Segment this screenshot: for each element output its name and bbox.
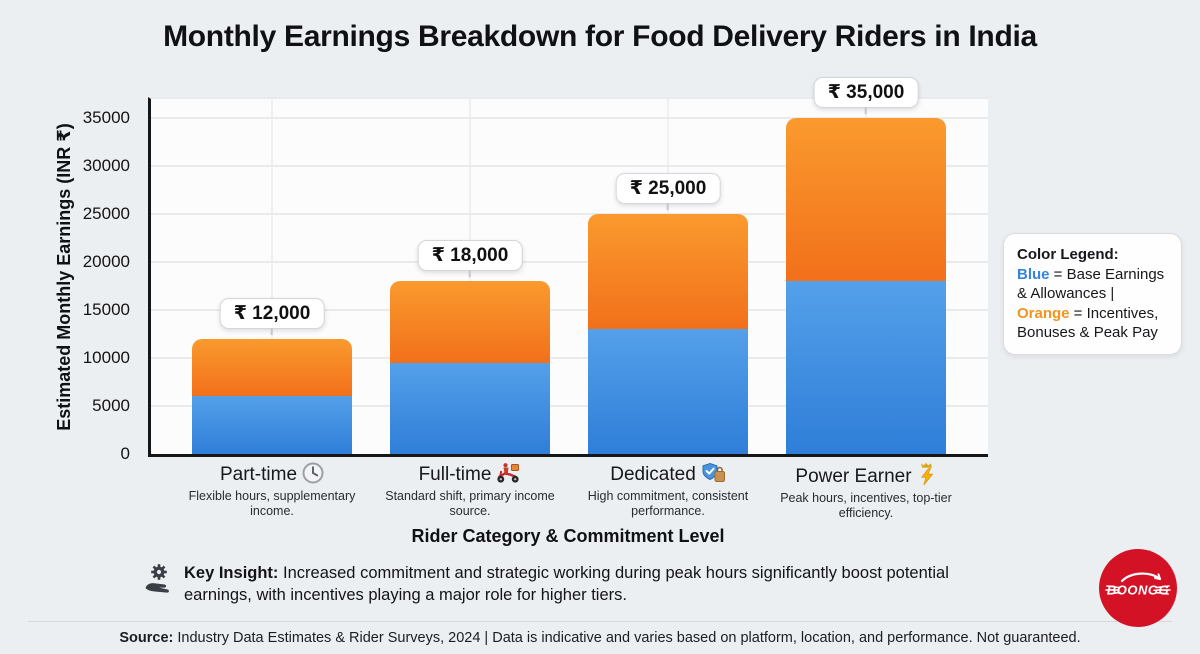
horizontal-gridline <box>151 405 988 407</box>
category-name: Power Earner <box>795 466 912 487</box>
source-text: Industry Data Estimates & Rider Surveys,… <box>173 630 1081 646</box>
scooter-icon <box>497 463 520 483</box>
stacked-bar-power-earner <box>786 118 946 454</box>
category-label-dedicated: Dedicated High commitment, consistent pe… <box>570 462 766 519</box>
category-name: Full-time <box>418 464 492 485</box>
x-axis-title: Rider Category & Commitment Level <box>411 526 725 546</box>
bar-value-label: ₹ 12,000 <box>219 297 325 329</box>
legend-title: Color Legend: <box>1017 246 1119 263</box>
y-tick-label: 30000 <box>82 156 130 175</box>
boongg-logo: BOONGG <box>1099 549 1177 627</box>
source-label: Source: <box>119 630 174 646</box>
bar-segment-incentives <box>786 118 946 282</box>
source-note: Source: Industry Data Estimates & Rider … <box>0 630 1200 646</box>
category-label-full-time: Full-time Standard shift, primary income… <box>372 462 568 519</box>
footer-divider <box>28 621 1172 622</box>
y-tick-label: 15000 <box>82 300 130 319</box>
y-tick-label: 10000 <box>82 348 130 367</box>
y-tick-label: 5000 <box>92 396 130 415</box>
stacked-bar-full-time <box>390 281 550 454</box>
bar-value-label: ₹ 35,000 <box>813 77 919 108</box>
legend-orange-label: Orange <box>1017 304 1070 322</box>
gear-hand-icon <box>145 564 169 593</box>
bar-segment-incentives <box>192 338 352 397</box>
category-desc: High commitment, consistent performance. <box>587 489 749 518</box>
horizontal-gridline <box>151 357 988 359</box>
shield-check-bag-icon <box>702 462 725 482</box>
category-name: Dedicated <box>610 464 696 485</box>
legend-blue-label: Blue <box>1017 265 1050 283</box>
key-insight-text: Key Insight: Increased commitment and st… <box>184 563 984 606</box>
category-desc: Peak hours, incentives, top-tier efficie… <box>780 491 952 520</box>
clock-icon <box>302 462 324 484</box>
bar-value-label: ₹ 25,000 <box>615 173 721 204</box>
bar-segment-incentives <box>588 214 748 330</box>
stacked-bar-dedicated <box>588 214 748 454</box>
y-tick-label: 25000 <box>82 204 130 223</box>
bar-segment-base <box>390 362 550 454</box>
y-tick-label: 20000 <box>82 252 130 271</box>
bar-segment-base <box>786 281 946 454</box>
page-title: Monthly Earnings Breakdown for Food Deli… <box>163 20 1037 53</box>
category-desc: Standard shift, primary income source. <box>385 489 555 518</box>
y-axis-ticks: 0 5000 10000 15000 20000 25000 30000 35000 <box>0 97 140 463</box>
legend-blue-text: = Base Earnings & Allowances | <box>1017 265 1165 303</box>
category-name: Part-time <box>219 464 298 485</box>
category-label-power-earner: Power Earner Peak hours, incentives, top… <box>768 462 964 521</box>
category-label-part-time: Part-time Flexible hours, supplementary … <box>174 462 370 519</box>
horizontal-gridline <box>151 213 988 215</box>
plot-area: ₹ 12,000 ₹ 18,000 ₹ 25,000 ₹ 35,000 <box>148 77 988 457</box>
legend-orange-text: = Incentives, Bonuses & Peak Pay <box>1017 304 1159 342</box>
vertical-gridline <box>271 99 273 454</box>
bar-segment-base <box>588 329 748 454</box>
stacked-bar-part-time <box>192 338 352 454</box>
y-tick-label: 0 <box>120 444 130 463</box>
bar-segment-incentives <box>390 281 550 363</box>
horizontal-gridline <box>151 165 988 167</box>
horizontal-gridline <box>151 261 988 263</box>
key-insight-body: Increased commitment and strategic worki… <box>184 564 949 604</box>
category-desc: Flexible hours, supplementary income. <box>188 489 356 518</box>
bar-value-label: ₹ 18,000 <box>417 240 523 272</box>
y-tick-label: 35000 <box>82 108 130 127</box>
bar-segment-base <box>192 396 352 454</box>
horizontal-gridline <box>151 309 988 311</box>
key-insight-label: Key Insight: <box>184 564 279 582</box>
lightning-crown-icon <box>920 462 934 486</box>
color-legend-card: Color Legend: Blue = Base Earnings & All… <box>1003 233 1182 355</box>
logo-text: BOONGG <box>1107 583 1169 598</box>
horizontal-gridline <box>151 117 988 119</box>
